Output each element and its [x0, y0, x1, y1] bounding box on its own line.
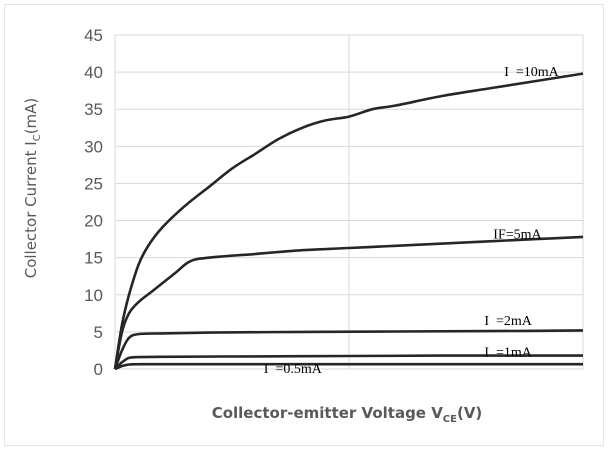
y-tick-labels: 0 5 10 15 20 25 30 35 40 45 — [84, 26, 103, 379]
series-line-3 — [114, 354, 583, 370]
y-tick-label-40: 40 — [84, 63, 103, 82]
x-axis-title-main: Collector-emitter Voltage V — [212, 404, 443, 422]
series-line-2 — [113, 329, 584, 370]
y-tick-label-5: 5 — [94, 323, 103, 342]
y-axis-title-tail: (mA) — [22, 98, 40, 135]
x-axis-title-sub: CE — [443, 414, 457, 425]
y-tick-label-0: 0 — [94, 360, 103, 379]
svg-text:Collector-emitter Voltage VCE(: Collector-emitter Voltage VCE(V) — [212, 404, 483, 425]
y-tick-label-10: 10 — [84, 286, 103, 305]
y-axis-title-sub: C — [32, 134, 43, 141]
chart-frame: 0 5 10 15 20 25 30 35 40 45 I =10mA IF=5mA I =2mA I … — [4, 4, 604, 446]
series-labels: I =10mA IF=5mA I =2mA I =1mA I =0.5mA — [264, 65, 560, 377]
x-axis-title-tail: (V) — [457, 404, 482, 422]
series-line-0 — [113, 72, 584, 370]
grid-layer — [114, 34, 584, 370]
y-tick-label-35: 35 — [84, 100, 103, 119]
series-label-4: I =0.5mA — [264, 362, 323, 377]
y-tick-label-30: 30 — [84, 137, 103, 156]
series-line-4 — [114, 362, 583, 371]
series-layer — [113, 72, 584, 371]
y-tick-label-15: 15 — [84, 249, 103, 268]
y-axis-title: Collector Current IC(mA) — [22, 98, 43, 279]
svg-text:Collector Current IC(mA): Collector Current IC(mA) — [22, 98, 43, 279]
x-axis-title: Collector-emitter Voltage VCE(V) — [212, 404, 483, 425]
series-label-2: I =2mA — [484, 314, 532, 329]
series-label-0: I =10mA — [504, 65, 559, 80]
y-tick-label-45: 45 — [84, 26, 103, 45]
y-tick-label-20: 20 — [84, 212, 103, 231]
series-line-1 — [113, 235, 584, 370]
series-label-3: I =1mA — [484, 346, 532, 361]
y-tick-label-25: 25 — [84, 174, 103, 193]
series-label-1: IF=5mA — [493, 228, 542, 243]
y-axis-title-main: Collector Current I — [22, 141, 40, 278]
